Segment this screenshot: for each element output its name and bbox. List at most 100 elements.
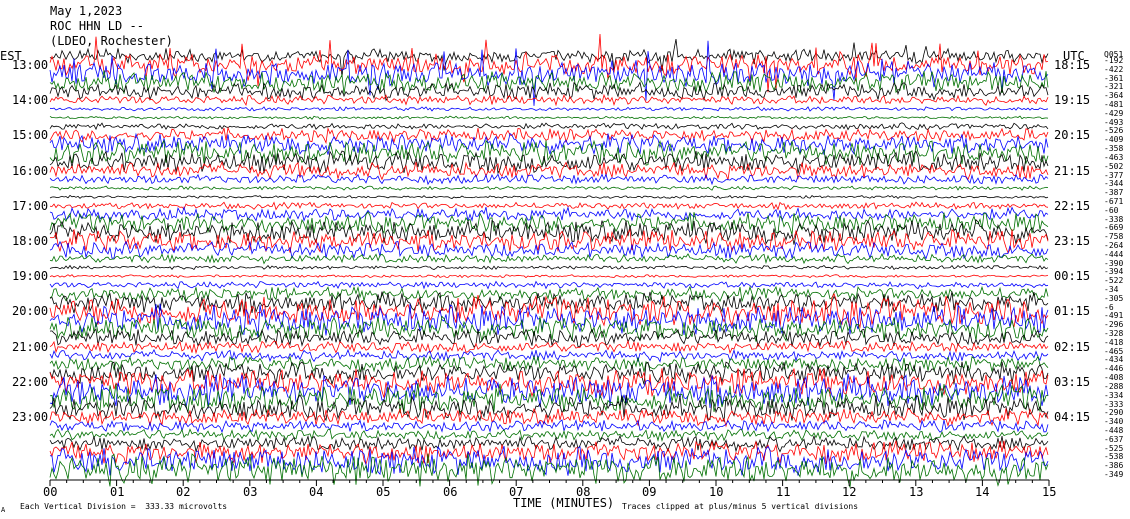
trace-offset-label: -305 xyxy=(1104,294,1124,303)
trace-offset-label: -321 xyxy=(1104,82,1124,91)
trace-offset-label: -448 xyxy=(1104,426,1124,435)
right-hour-label: 22:15 xyxy=(1054,199,1091,213)
trace-offset-label: -522 xyxy=(1104,276,1124,285)
seismic-trace xyxy=(49,150,1049,175)
seismic-trace xyxy=(49,132,1049,156)
seismic-trace xyxy=(49,211,1049,235)
trace-offset-label: -192 xyxy=(1104,56,1124,65)
trace-offset-label: -637 xyxy=(1104,435,1124,444)
seismic-trace xyxy=(49,115,1049,120)
x-tick-label: 03 xyxy=(243,485,258,499)
trace-offset-label: -463 xyxy=(1104,153,1124,162)
seismic-trace xyxy=(49,354,1049,373)
seismic-trace xyxy=(49,126,1049,145)
x-tick-label: 15 xyxy=(1042,485,1057,499)
trace-offset-label: -288 xyxy=(1104,382,1124,391)
trace-offset-label: -6 xyxy=(1104,303,1114,312)
x-tick-label: 05 xyxy=(376,485,391,499)
trace-offset-label: -390 xyxy=(1104,259,1124,268)
corner-mark: A xyxy=(1,506,6,514)
x-tick-label: 09 xyxy=(642,485,657,499)
seismic-trace xyxy=(49,434,1049,453)
trace-offset-label: -344 xyxy=(1104,179,1124,188)
seismic-trace xyxy=(49,264,1049,271)
trace-offset-label: -340 xyxy=(1104,417,1124,426)
seismic-trace xyxy=(49,285,1049,303)
left-hour-label: 22:00 xyxy=(12,375,49,389)
right-hour-label: 20:15 xyxy=(1054,128,1091,142)
seismic-trace xyxy=(49,205,1049,223)
trace-offset-label: -409 xyxy=(1104,135,1124,144)
left-hour-label: 20:00 xyxy=(12,304,49,318)
trace-offset-label: -364 xyxy=(1104,91,1124,100)
seismic-trace xyxy=(49,160,1049,181)
seismic-trace xyxy=(49,239,1049,260)
trace-offset-label: -349 xyxy=(1104,470,1124,479)
seismic-trace xyxy=(49,291,1049,314)
right-timezone-label: UTC xyxy=(1063,49,1085,63)
seismic-trace xyxy=(49,81,1049,102)
seismic-trace xyxy=(49,173,1049,186)
trace-offset-label: -481 xyxy=(1104,100,1124,109)
seismic-trace xyxy=(49,93,1049,107)
trace-offset-label: -493 xyxy=(1104,118,1124,127)
left-hour-label: 13:00 xyxy=(12,58,49,72)
seismic-trace xyxy=(49,428,1049,442)
x-tick-label: 04 xyxy=(309,485,324,499)
seismic-trace xyxy=(49,33,1049,93)
x-tick-label: 07 xyxy=(509,485,524,499)
x-axis-title: TIME (MINUTES) xyxy=(513,496,615,510)
seismic-trace xyxy=(49,383,1049,414)
seismic-trace xyxy=(49,440,1049,466)
x-tick-label: 12 xyxy=(842,485,857,499)
trace-offset-label: -525 xyxy=(1104,444,1124,453)
x-tick-label: 01 xyxy=(110,485,125,499)
trace-offset-label: -34 xyxy=(1104,285,1119,294)
trace-offset-label: -296 xyxy=(1104,320,1124,329)
trace-offset-label: -465 xyxy=(1104,347,1124,356)
trace-offset-label: -358 xyxy=(1104,144,1124,153)
seismic-trace xyxy=(49,292,1049,329)
trace-offset-label: -444 xyxy=(1104,250,1124,259)
trace-offset-label: -60 xyxy=(1104,206,1119,215)
seismic-trace xyxy=(49,252,1049,265)
right-hour-label: 19:15 xyxy=(1054,93,1091,107)
trace-offset-label: -361 xyxy=(1104,74,1124,83)
trace-offset-label: -671 xyxy=(1104,197,1124,206)
x-tick-label: 08 xyxy=(576,485,591,499)
seismic-trace xyxy=(49,315,1049,342)
right-hour-label: 04:15 xyxy=(1054,410,1091,424)
seismic-trace xyxy=(49,70,1049,94)
trace-offset-label: -446 xyxy=(1104,364,1124,373)
seismic-trace xyxy=(49,106,1049,112)
trace-offset-label: -434 xyxy=(1104,355,1124,364)
seismic-trace xyxy=(49,407,1049,428)
trace-offset-label: -338 xyxy=(1104,215,1124,224)
vertical-division-note: Each Vertical Division = 333.33 microvol… xyxy=(20,502,228,511)
seismic-trace xyxy=(49,445,1049,476)
trace-offset-label: -386 xyxy=(1104,461,1124,470)
trace-offset-label: -429 xyxy=(1104,109,1124,118)
trace-offset-label: -387 xyxy=(1104,188,1124,197)
x-tick-label: 14 xyxy=(975,485,990,499)
left-hour-label: 16:00 xyxy=(12,164,49,178)
x-tick-label: 06 xyxy=(443,485,458,499)
trace-offset-label: -418 xyxy=(1104,338,1124,347)
left-hour-label: 19:00 xyxy=(12,269,49,283)
left-hour-label: 21:00 xyxy=(12,340,49,354)
seismic-trace xyxy=(49,280,1049,290)
trace-offset-label: -422 xyxy=(1104,65,1124,74)
right-hour-label: 21:15 xyxy=(1054,164,1091,178)
right-hour-label: 01:15 xyxy=(1054,304,1091,318)
right-hour-label: 02:15 xyxy=(1054,340,1091,354)
seismic-trace xyxy=(49,348,1049,363)
right-hour-label: 18:15 xyxy=(1054,58,1091,72)
x-tick-label: 11 xyxy=(776,485,791,499)
seismic-trace xyxy=(49,122,1049,131)
x-tick-label: 13 xyxy=(909,485,924,499)
trace-offset-label: -264 xyxy=(1104,241,1124,250)
trace-offset-label: -377 xyxy=(1104,171,1124,180)
trace-offset-label: -669 xyxy=(1104,223,1124,232)
